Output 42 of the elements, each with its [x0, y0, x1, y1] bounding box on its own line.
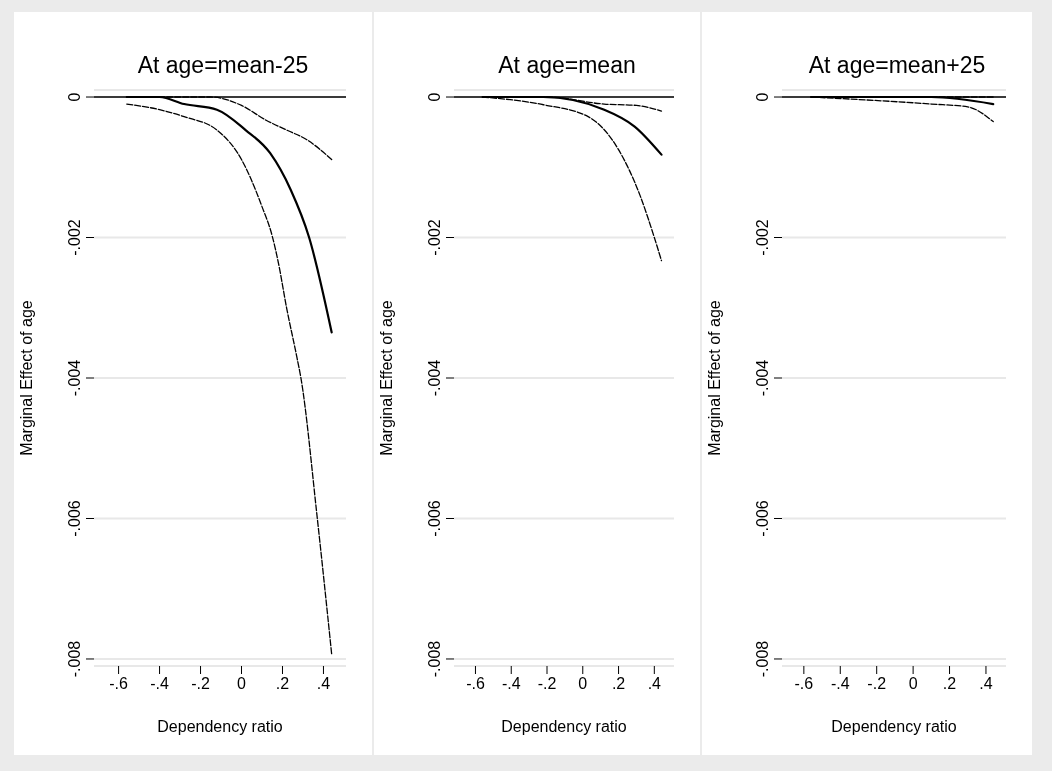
- x-tick-label: 0: [237, 675, 247, 693]
- y-tick-label: -.008: [66, 640, 83, 678]
- y-tick-label: -.008: [754, 640, 771, 678]
- x-tick-label: -.4: [501, 675, 521, 693]
- y-axis-title: Marginal Effect of age: [377, 300, 395, 456]
- x-tick-label: .2: [275, 675, 290, 693]
- chart-title: At age=mean-25: [136, 52, 310, 79]
- y-axis-title: Marginal Effect of age: [705, 300, 723, 456]
- y-tick-label: -.002: [426, 219, 443, 256]
- x-tick-label: 0: [578, 675, 588, 693]
- x-tick-label: -.6: [466, 675, 485, 693]
- y-tick-label: -.004: [66, 359, 83, 397]
- x-tick-label: .4: [316, 675, 331, 693]
- y-tick-label: -.006: [66, 500, 83, 537]
- x-tick-label: -.2: [537, 675, 557, 693]
- x-tick-label: -.6: [794, 675, 814, 693]
- y-tick-label: -.002: [66, 219, 83, 256]
- y-tick-label: 0: [426, 92, 443, 102]
- x-tick-label: -.4: [150, 675, 169, 693]
- x-tick-label: .2: [942, 675, 957, 693]
- y-tick-label: 0: [754, 92, 771, 102]
- y-tick-label: -.006: [426, 500, 443, 537]
- x-tick-label: -.4: [830, 675, 850, 693]
- x-axis-title: Dependency ratio: [831, 718, 957, 735]
- y-tick-label: -.008: [426, 640, 443, 678]
- chart-title: At age=mean: [497, 52, 637, 79]
- x-tick-label: -.6: [109, 675, 129, 693]
- x-tick-label: -.2: [867, 675, 887, 693]
- y-tick-label: -.002: [754, 219, 771, 256]
- y-tick-label: -.004: [754, 359, 771, 397]
- x-axis-title: Dependency ratio: [157, 718, 283, 735]
- x-axis-title: Dependency ratio: [501, 718, 627, 735]
- x-tick-label: 0: [908, 675, 918, 693]
- y-tick-label: 0: [66, 92, 83, 102]
- y-axis-title: Marginal Effect of age: [17, 300, 35, 456]
- x-tick-label: .4: [979, 675, 993, 693]
- y-tick-label: -.004: [426, 359, 443, 397]
- y-tick-label: -.006: [754, 500, 771, 537]
- x-tick-label: -.2: [191, 675, 210, 693]
- chart-title: At age=mean+25: [807, 52, 987, 79]
- x-tick-label: .2: [611, 675, 626, 693]
- x-tick-label: .4: [647, 675, 662, 693]
